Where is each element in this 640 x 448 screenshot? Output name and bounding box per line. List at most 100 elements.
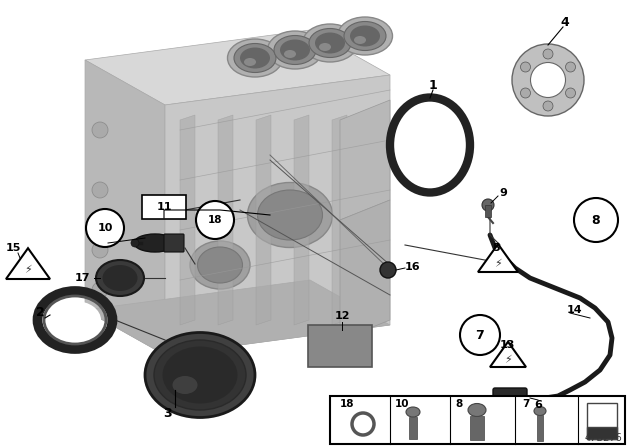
Ellipse shape xyxy=(227,39,282,77)
Circle shape xyxy=(520,88,531,98)
Bar xyxy=(587,427,617,439)
Circle shape xyxy=(574,198,618,242)
Polygon shape xyxy=(332,115,347,325)
Ellipse shape xyxy=(531,63,566,98)
Text: ⚡: ⚡ xyxy=(504,355,512,365)
Polygon shape xyxy=(490,342,526,367)
Text: 3: 3 xyxy=(164,406,172,419)
FancyBboxPatch shape xyxy=(142,195,186,219)
Circle shape xyxy=(482,199,494,211)
Ellipse shape xyxy=(244,58,256,66)
Polygon shape xyxy=(340,100,390,220)
Circle shape xyxy=(543,101,553,111)
Circle shape xyxy=(131,239,139,247)
Ellipse shape xyxy=(468,404,486,417)
Polygon shape xyxy=(165,75,390,355)
FancyBboxPatch shape xyxy=(308,325,372,367)
Text: 15: 15 xyxy=(5,243,20,253)
Text: 17: 17 xyxy=(74,273,90,283)
Circle shape xyxy=(92,242,108,258)
Polygon shape xyxy=(340,200,390,340)
Text: 7: 7 xyxy=(476,328,484,341)
Polygon shape xyxy=(218,115,233,325)
Ellipse shape xyxy=(344,22,386,51)
Circle shape xyxy=(520,62,531,72)
Circle shape xyxy=(460,315,500,355)
Ellipse shape xyxy=(319,43,331,51)
Ellipse shape xyxy=(534,406,546,415)
Ellipse shape xyxy=(337,17,392,55)
Polygon shape xyxy=(85,60,165,355)
Text: 2: 2 xyxy=(36,306,44,319)
Text: 18: 18 xyxy=(340,399,355,409)
Ellipse shape xyxy=(257,190,323,240)
Text: 11: 11 xyxy=(156,202,172,212)
Ellipse shape xyxy=(102,265,138,291)
Text: 16: 16 xyxy=(405,262,421,272)
Bar xyxy=(409,417,417,439)
Text: 1: 1 xyxy=(429,78,437,91)
Text: 47B276: 47B276 xyxy=(584,433,622,443)
Ellipse shape xyxy=(400,108,460,181)
Text: 6: 6 xyxy=(534,400,542,410)
Ellipse shape xyxy=(163,346,237,404)
Polygon shape xyxy=(6,248,50,279)
Bar xyxy=(470,416,484,440)
Text: 8: 8 xyxy=(455,399,462,409)
Polygon shape xyxy=(294,115,309,325)
Ellipse shape xyxy=(173,376,198,394)
Bar xyxy=(587,403,617,439)
Polygon shape xyxy=(85,30,390,105)
Bar xyxy=(330,396,625,444)
Circle shape xyxy=(380,262,396,278)
Circle shape xyxy=(86,209,124,247)
Ellipse shape xyxy=(303,24,358,62)
Circle shape xyxy=(92,182,108,198)
Ellipse shape xyxy=(134,234,176,252)
Polygon shape xyxy=(85,280,390,355)
Text: ⚡: ⚡ xyxy=(24,265,32,275)
Circle shape xyxy=(543,49,553,59)
Ellipse shape xyxy=(248,182,333,247)
Ellipse shape xyxy=(198,247,243,283)
Ellipse shape xyxy=(234,43,276,73)
Text: ⚡: ⚡ xyxy=(494,259,502,269)
Ellipse shape xyxy=(145,332,255,418)
Ellipse shape xyxy=(268,31,323,69)
Text: 18: 18 xyxy=(208,215,222,225)
Polygon shape xyxy=(180,115,195,325)
Text: 9: 9 xyxy=(499,188,507,198)
Text: 14: 14 xyxy=(567,305,583,315)
Ellipse shape xyxy=(274,35,316,65)
Circle shape xyxy=(566,88,575,98)
Text: 4: 4 xyxy=(561,16,570,29)
FancyBboxPatch shape xyxy=(493,388,527,410)
Ellipse shape xyxy=(512,44,584,116)
Ellipse shape xyxy=(280,39,310,60)
Ellipse shape xyxy=(49,301,101,339)
Circle shape xyxy=(566,62,575,72)
Bar xyxy=(537,415,543,441)
Text: 7: 7 xyxy=(522,399,529,409)
Circle shape xyxy=(92,122,108,138)
Text: 13: 13 xyxy=(499,340,515,350)
Text: 5: 5 xyxy=(492,243,500,253)
Text: 10: 10 xyxy=(395,399,410,409)
Ellipse shape xyxy=(315,33,345,53)
Ellipse shape xyxy=(350,26,380,47)
Polygon shape xyxy=(256,115,271,325)
Ellipse shape xyxy=(284,50,296,58)
Ellipse shape xyxy=(96,260,144,296)
Circle shape xyxy=(196,201,234,239)
Ellipse shape xyxy=(190,241,250,289)
Ellipse shape xyxy=(154,340,246,410)
Polygon shape xyxy=(478,244,518,272)
Bar xyxy=(485,205,491,217)
Ellipse shape xyxy=(354,36,366,44)
Ellipse shape xyxy=(406,407,420,417)
Ellipse shape xyxy=(240,47,270,69)
Ellipse shape xyxy=(309,29,351,57)
FancyBboxPatch shape xyxy=(164,234,184,252)
Circle shape xyxy=(92,282,108,298)
Text: 8: 8 xyxy=(592,214,600,227)
